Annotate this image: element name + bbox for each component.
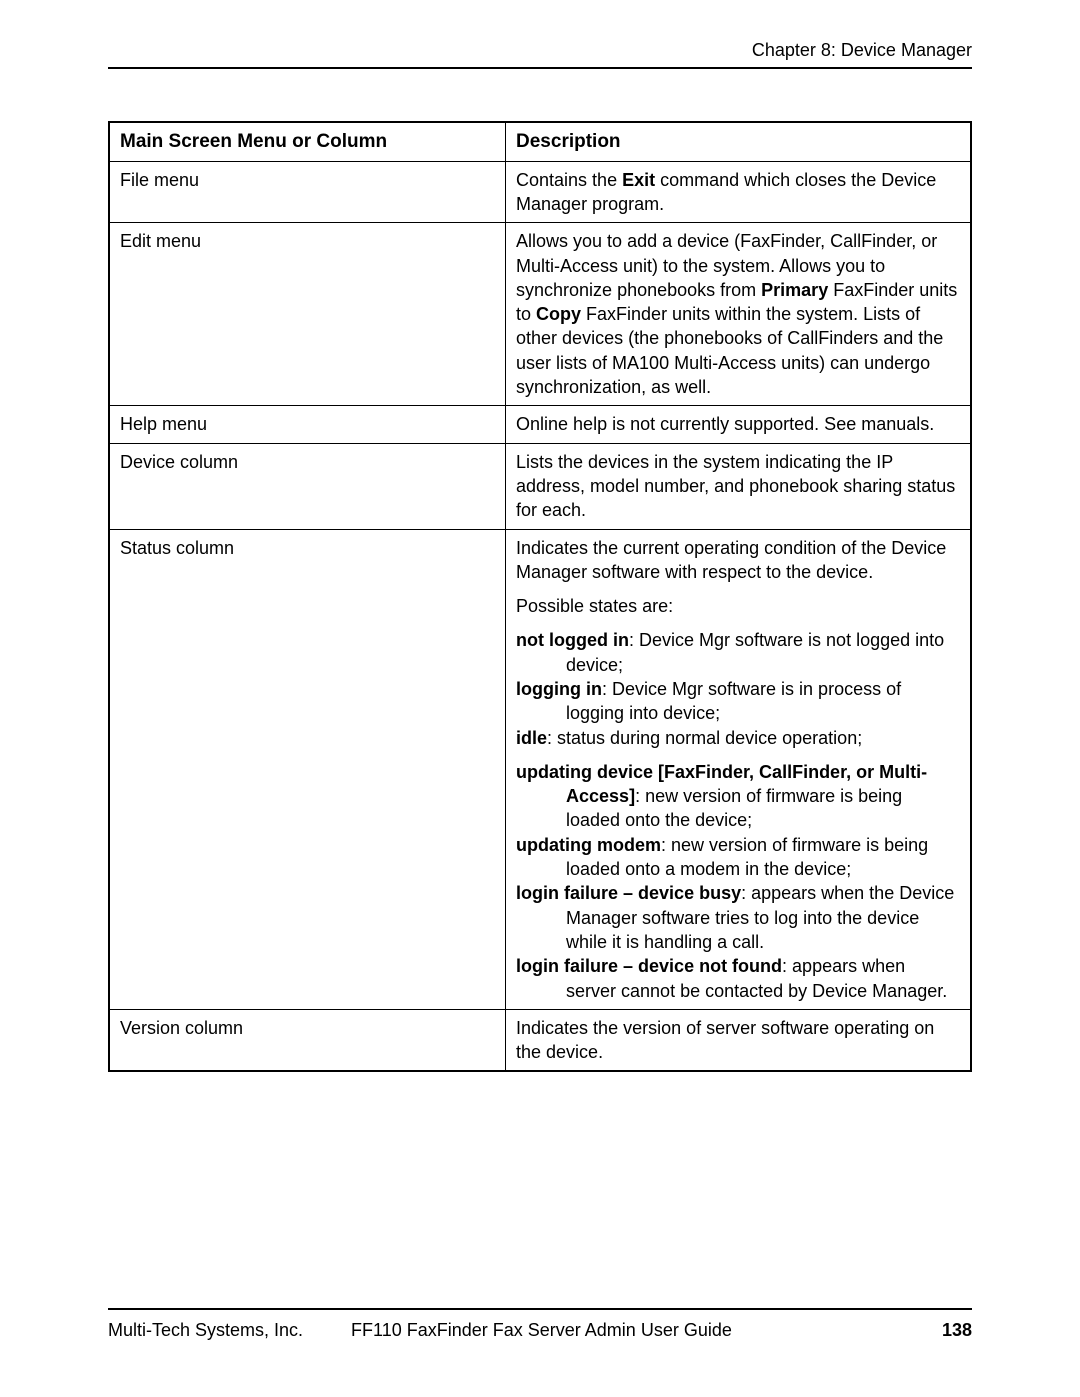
row-desc: Contains the Exit command which closes t…	[506, 161, 971, 223]
text: Contains the	[516, 170, 622, 190]
table-row: Edit menu Allows you to add a device (Fa…	[109, 223, 971, 406]
table-row: Device column Lists the devices in the s…	[109, 443, 971, 529]
state-bold: updating modem	[516, 835, 661, 855]
bold-text: Primary	[761, 280, 828, 300]
state-bold: not logged in	[516, 630, 629, 650]
state-bold: logging in	[516, 679, 602, 699]
table-row: File menu Contains the Exit command whic…	[109, 161, 971, 223]
row-desc: Allows you to add a device (FaxFinder, C…	[506, 223, 971, 406]
state-bold: login failure – device busy	[516, 883, 741, 903]
row-desc: Online help is not currently supported. …	[506, 406, 971, 443]
page-header: Chapter 8: Device Manager	[108, 40, 972, 69]
chapter-title: Chapter 8: Device Manager	[752, 40, 972, 60]
footer-title: FF110 FaxFinder Fax Server Admin User Gu…	[351, 1320, 942, 1341]
footer-company: Multi-Tech Systems, Inc.	[108, 1320, 303, 1341]
col2-header: Description	[506, 122, 971, 161]
row-label: Version column	[109, 1009, 506, 1071]
page-footer: Multi-Tech Systems, Inc. FF110 FaxFinder…	[108, 1308, 972, 1341]
main-table: Main Screen Menu or Column Description F…	[108, 121, 972, 1072]
row-label: File menu	[109, 161, 506, 223]
footer-page: 138	[942, 1320, 972, 1341]
state-item: idle: status during normal device operat…	[516, 726, 960, 750]
row-desc: Lists the devices in the system indicati…	[506, 443, 971, 529]
state-text: : status during normal device operation;	[547, 728, 862, 748]
bold-text: Copy	[536, 304, 581, 324]
row-label: Device column	[109, 443, 506, 529]
col1-header: Main Screen Menu or Column	[109, 122, 506, 161]
bold-text: Exit	[622, 170, 655, 190]
row-label: Status column	[109, 529, 506, 1009]
state-item: login failure – device not found: appear…	[516, 954, 960, 1003]
status-intro: Indicates the current operating conditio…	[516, 536, 960, 585]
status-states-2: updating device [FaxFinder, CallFinder, …	[516, 760, 960, 1003]
state-item: updating modem: new version of firmware …	[516, 833, 960, 882]
state-item: login failure – device busy: appears whe…	[516, 881, 960, 954]
state-bold: login failure – device not found	[516, 956, 782, 976]
row-desc: Indicates the current operating conditio…	[506, 529, 971, 1009]
text: FaxFinder units within the system. Lists…	[516, 304, 943, 397]
table-row: Version column Indicates the version of …	[109, 1009, 971, 1071]
state-item: logging in: Device Mgr software is in pr…	[516, 677, 960, 726]
state-item: not logged in: Device Mgr software is no…	[516, 628, 960, 677]
row-label: Edit menu	[109, 223, 506, 406]
state-bold: idle	[516, 728, 547, 748]
row-label: Help menu	[109, 406, 506, 443]
row-desc: Indicates the version of server software…	[506, 1009, 971, 1071]
state-text: : Device Mgr software is in process of l…	[566, 679, 901, 723]
status-states-1: not logged in: Device Mgr software is no…	[516, 628, 960, 749]
page: Chapter 8: Device Manager Main Screen Me…	[0, 0, 1080, 1072]
table-row: Status column Indicates the current oper…	[109, 529, 971, 1009]
table-row: Help menu Online help is not currently s…	[109, 406, 971, 443]
status-possible: Possible states are:	[516, 594, 960, 618]
state-item: updating device [FaxFinder, CallFinder, …	[516, 760, 960, 833]
